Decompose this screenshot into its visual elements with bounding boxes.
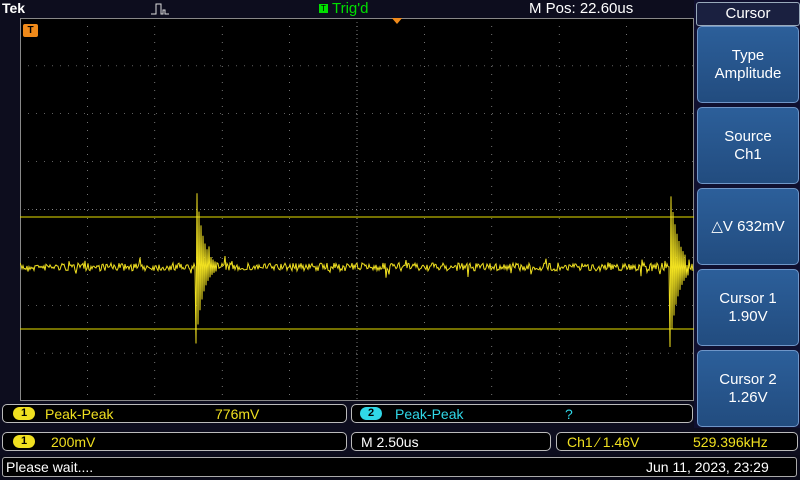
channel-1-trace [19,193,694,348]
status-message-bar: Please wait.... Jun 11, 2023, 23:29 [2,457,797,477]
cursor-type-button[interactable]: Type Amplitude [697,26,799,103]
cursor-type-label: Type [731,46,765,64]
top-status-bar: Tek T Trig'd M Pos: 22.60us [0,0,694,18]
waveform-display[interactable]: T [19,17,695,402]
measurement-2[interactable]: 2 Peak-Peak ? [351,404,693,423]
horizontal-position-readout: M Pos: 22.60us [529,0,634,17]
cursor-type-value: Amplitude [714,64,782,82]
cursor-delta-button[interactable]: △V 632mV [697,188,799,265]
trigger-status: T Trig'd [319,0,368,17]
measurement-1-label: Peak-Peak [45,406,114,422]
cursor-delta-readout: △V 632mV [711,217,785,235]
trigger-level-marker[interactable]: T [23,24,38,37]
cursor-2-label: Cursor 2 [719,370,777,388]
volts-per-div: 200mV [51,434,96,450]
menu-title: Cursor [696,2,800,26]
timebase-readout[interactable]: M 2.50us [351,432,551,451]
waveform-graticule [19,17,695,402]
measurement-1-value: 776mV [215,406,260,422]
trigger-level: Ch1 ⁄ 1.46V [567,434,640,450]
cursor-source-value: Ch1 [734,145,762,163]
channel-1-badge: 1 [13,407,35,420]
status-message: Please wait.... [6,459,94,475]
trigger-status-icon: T [319,4,328,13]
trigger-readout[interactable]: Ch1 ⁄ 1.46V 529.396kHz [556,432,798,451]
trigger-frequency: 529.396kHz [693,434,768,450]
cursor-source-label: Source [724,127,772,145]
brand-label: Tek [2,0,26,16]
measurement-2-value: ? [565,406,573,422]
cursor-1-value: 1.90V [728,307,768,325]
measurement-2-label: Peak-Peak [395,406,464,422]
channel-1-scale[interactable]: 1 200mV [2,432,347,451]
acquisition-run-icon [151,3,169,15]
date-time: Jun 11, 2023, 23:29 [646,459,769,475]
cursor-1-button[interactable]: Cursor 1 1.90V [697,269,799,346]
cursor-1-label: Cursor 1 [719,289,777,307]
cursor-side-menu: Cursor Type Amplitude Source Ch1 △V 632m… [694,0,800,428]
trigger-status-text: Trig'd [332,0,369,17]
cursor-2-button[interactable]: Cursor 2 1.26V [697,350,799,427]
channel-2-badge: 2 [360,407,382,420]
graticule-border [20,18,694,401]
measurement-1[interactable]: 1 Peak-Peak 776mV [2,404,347,423]
timebase-value: M 2.50us [361,434,419,450]
trigger-position-marker [391,17,403,24]
cursor-2-value: 1.26V [728,388,768,406]
channel-1-scale-badge: 1 [13,435,35,448]
cursor-source-button[interactable]: Source Ch1 [697,107,799,184]
